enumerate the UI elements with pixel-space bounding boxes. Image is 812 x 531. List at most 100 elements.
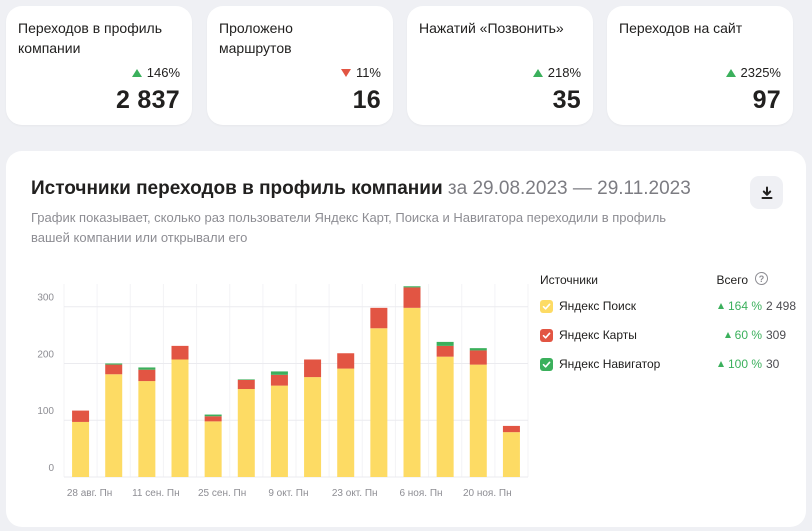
panel-title: Источники переходов в профиль компании з… (31, 178, 691, 200)
kpi-card-site-visits[interactable]: Переходов на сайт 2325% 97 (607, 6, 793, 125)
x-tick-label: 6 ноя. Пн (399, 488, 442, 499)
sources-panel: Источники переходов в профиль компании з… (6, 151, 806, 527)
panel-description: График показывает, сколько раз пользоват… (31, 210, 667, 245)
trend-up-icon (717, 361, 724, 367)
legend-item-change: 60 % (724, 328, 762, 342)
kpi-change-value: 2325% (740, 65, 781, 80)
bar-segment (337, 368, 355, 477)
kpi-change-value: 146% (146, 65, 180, 80)
bar-segment (171, 345, 189, 360)
legend-item-name: Яндекс Навигатор (559, 357, 661, 371)
bar-segment (304, 377, 322, 477)
trend-down-icon (340, 68, 351, 77)
panel-period: за 29.08.2023 — 29.11.2023 (447, 178, 691, 199)
bar-segment (270, 385, 288, 477)
bar-segment (436, 341, 454, 346)
bar-segment (138, 369, 156, 382)
bar-segment (403, 286, 421, 288)
legend-item-change-value: 100 % (727, 357, 762, 371)
kpi-value: 35 (552, 86, 581, 114)
bar-segment (204, 421, 222, 477)
legend-header: Источники Всего ? (540, 269, 790, 293)
bar-segment (204, 416, 222, 422)
bar-segment (270, 374, 288, 386)
legend-header-total: Всего (716, 273, 748, 287)
bar-segment (436, 356, 454, 477)
legend-item-change-value: 164 % (727, 299, 762, 313)
kpi-value: 2 837 (115, 86, 180, 114)
legend-item-name: Яндекс Карты (559, 328, 637, 342)
bar-segment (171, 359, 189, 477)
kpi-card-routes[interactable]: Проложено маршрутов 11% 16 (207, 6, 393, 125)
sources-chart[interactable]: 0 100 200 300 28 авг. Пн 11 сен. Пн 25 сен. Пн… (32, 276, 532, 506)
legend-item-total: 2 498 (766, 299, 797, 313)
legend-item-navigator[interactable]: Яндекс Навигатор 100 % 30 (540, 351, 790, 380)
bar-segment (403, 287, 421, 308)
x-tick-label: 20 ноя. Пн (463, 488, 512, 499)
x-tick-label: 23 окт. Пн (332, 488, 378, 499)
x-tick-label: 25 сен. Пн (198, 488, 246, 499)
y-tick-label: 300 (37, 293, 54, 304)
y-tick-label: 200 (37, 349, 54, 360)
bar-segment (237, 389, 255, 477)
legend-item-total: 30 (766, 357, 780, 371)
x-tick-label: 11 сен. Пн (132, 488, 180, 499)
bar-segment (72, 410, 90, 422)
kpi-change-value: 11% (355, 65, 381, 80)
kpi-change: 218% (532, 65, 581, 80)
legend-item-total: 309 (766, 328, 787, 342)
kpi-title: Переходов на сайт (619, 20, 743, 36)
kpi-title: Переходов в профиль компании (18, 20, 162, 56)
x-tick-label: 28 авг. Пн (67, 488, 112, 499)
legend-header-sources: Источники (540, 273, 598, 287)
kpi-card-profile-visits[interactable]: Переходов в профиль компании 146% 2 837 (6, 6, 192, 125)
trend-up-icon (532, 68, 543, 77)
trend-up-icon (724, 332, 731, 338)
checkbox-icon[interactable] (540, 300, 553, 313)
bar-segment (105, 363, 123, 365)
y-tick-label: 0 (48, 463, 54, 474)
download-icon (761, 186, 772, 199)
bar-segment (72, 421, 90, 477)
checkbox-icon[interactable] (540, 358, 553, 371)
bar-segment (105, 364, 123, 375)
help-icon[interactable]: ? (755, 272, 768, 285)
kpi-change: 2325% (725, 65, 781, 80)
sources-legend: Источники Всего ? Яндекс Поиск 164 % 2 4… (540, 269, 796, 380)
bar-segment (204, 414, 222, 417)
bar-segment (469, 348, 487, 351)
legend-item-change: 164 % (717, 299, 762, 313)
bar-segment (502, 432, 520, 477)
legend-item-maps[interactable]: Яндекс Карты 60 % 309 (540, 322, 790, 351)
bar-segment (237, 379, 255, 380)
bar-segment (502, 425, 520, 433)
legend-item-change: 100 % (717, 357, 762, 371)
x-tick-label: 9 окт. Пн (268, 488, 308, 499)
bar-segment (337, 353, 355, 369)
y-tick-label: 100 (37, 406, 54, 417)
checkbox-icon[interactable] (540, 329, 553, 342)
trend-up-icon (717, 303, 724, 309)
panel-title-text: Источники переходов в профиль компании (31, 178, 443, 199)
download-button[interactable] (750, 176, 783, 209)
kpi-title: Нажатий «Позвонить» (419, 20, 564, 36)
bar-segment (403, 307, 421, 477)
kpi-value: 97 (752, 86, 781, 114)
bar-segment (237, 379, 255, 390)
kpi-change: 11% (340, 65, 381, 80)
legend-item-search[interactable]: Яндекс Поиск 164 % 2 498 (540, 293, 796, 322)
legend-item-change-value: 60 % (734, 328, 762, 342)
trend-up-icon (725, 68, 736, 77)
kpi-card-calls[interactable]: Нажатий «Позвонить» 218% 35 (407, 6, 593, 125)
bar-segment (436, 345, 454, 357)
bar-segment (370, 307, 388, 329)
trend-up-icon (131, 68, 142, 77)
bar-segment (105, 374, 123, 477)
bar-segment (138, 367, 156, 370)
bar-segment (304, 359, 322, 378)
kpi-value: 16 (352, 86, 381, 114)
kpi-change: 146% (131, 65, 180, 80)
bar-segment (370, 328, 388, 477)
bar-segment (270, 371, 288, 375)
legend-item-name: Яндекс Поиск (559, 299, 636, 313)
